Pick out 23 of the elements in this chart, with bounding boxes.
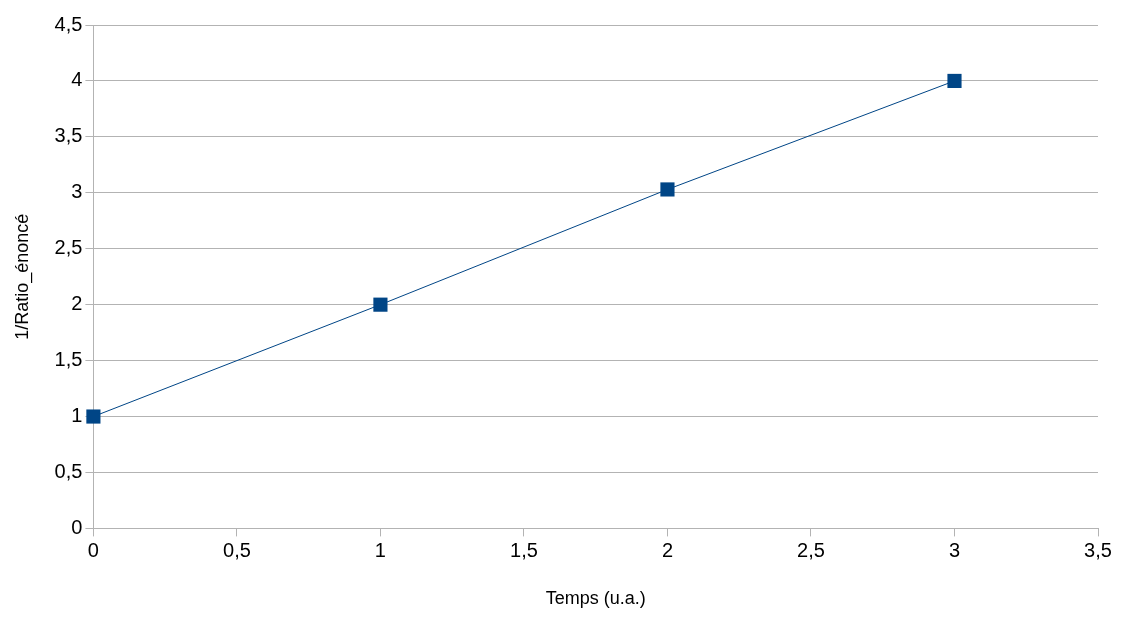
y-tick-label: 2,5 [54, 236, 83, 259]
x-tick-label: 2 [661, 538, 674, 561]
y-tick-label: 1,5 [54, 348, 83, 371]
point [660, 182, 675, 197]
point [373, 297, 388, 312]
y-tick-label: 0 [71, 515, 83, 538]
y-tick-label: 4 [71, 68, 83, 91]
y-tick-label: 4,5 [54, 12, 83, 35]
y-tick-label: 3,5 [54, 124, 83, 147]
y-tick-label: 3 [71, 180, 83, 203]
y-tick-label: 0,5 [54, 459, 83, 482]
x-tick-label: 3 [948, 538, 961, 561]
y-tick-label: 1 [71, 404, 83, 427]
point [947, 73, 962, 88]
x-tick-label: 0 [87, 538, 99, 561]
x-tick-label: 3,5 [1084, 538, 1112, 561]
x-tick-label: 1 [374, 538, 386, 561]
x-tick-label: 1,5 [510, 538, 538, 561]
x-tick-label: 2,5 [797, 538, 825, 561]
y-tick-label: 2 [71, 292, 83, 315]
x-tick-label: 0,5 [223, 538, 251, 561]
x-axis-title: Temps (u.a.) [545, 588, 646, 609]
y-axis-title: 1/Ratio_énoncé [11, 213, 33, 340]
